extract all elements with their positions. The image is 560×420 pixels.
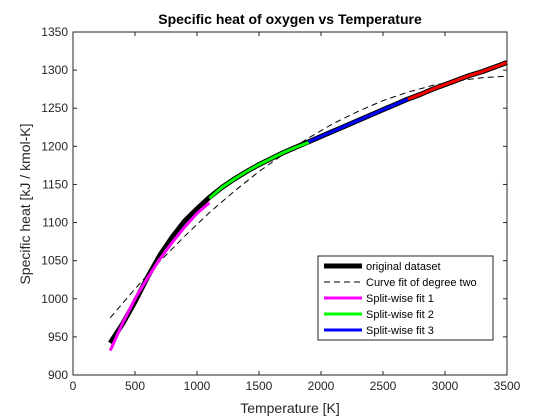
x-tick-label: 1000 bbox=[184, 379, 211, 393]
series-line-5 bbox=[407, 61, 508, 101]
series-line-1 bbox=[109, 75, 508, 319]
y-tick-label: 900 bbox=[48, 368, 68, 382]
y-tick-label: 1150 bbox=[42, 177, 68, 191]
series-layer bbox=[108, 60, 508, 352]
legend-label: Split-wise fit 2 bbox=[366, 309, 434, 321]
y-tick-label: 1100 bbox=[42, 216, 68, 230]
x-tick-label: 3000 bbox=[432, 379, 459, 393]
x-tick-label: 0 bbox=[70, 379, 77, 393]
y-tick-label: 1200 bbox=[41, 139, 68, 153]
y-tick-label: 1350 bbox=[41, 25, 68, 39]
series-line-2 bbox=[108, 201, 211, 352]
x-tick-label: 500 bbox=[125, 379, 145, 393]
y-tick-label: 1300 bbox=[41, 63, 68, 77]
x-tick-label: 2500 bbox=[370, 379, 397, 393]
x-tick-label: 1500 bbox=[246, 379, 273, 393]
legend-label: Curve fit of degree two bbox=[366, 277, 477, 289]
x-tick-label: 3500 bbox=[494, 379, 521, 393]
legend-label: original dataset bbox=[366, 261, 441, 273]
series-line-3 bbox=[208, 141, 310, 200]
tick-layer: 0 500 1000 1500 2000 2500 3000 3500 900 950 1000 10… bbox=[41, 25, 520, 393]
y-tick-label: 1250 bbox=[41, 101, 68, 115]
chart-title: Specific heat of oxygen vs Temperature bbox=[158, 11, 422, 27]
x-tick-label: 2000 bbox=[308, 379, 335, 393]
y-tick-label: 1000 bbox=[41, 292, 68, 306]
legend-label: Split-wise fit 3 bbox=[366, 325, 434, 337]
axes-box bbox=[72, 31, 508, 376]
legend-label: Split-wise fit 1 bbox=[366, 293, 434, 305]
y-tick-label: 1050 bbox=[41, 254, 68, 268]
y-axis-label: Specific heat [kJ / kmol-K] bbox=[17, 123, 33, 284]
legend: original dataset Curve fit of degree two S… bbox=[317, 255, 494, 341]
y-tick-label: 950 bbox=[48, 330, 68, 344]
x-axis-label: Temperature [K] bbox=[240, 400, 340, 416]
series-line-4 bbox=[308, 97, 409, 144]
